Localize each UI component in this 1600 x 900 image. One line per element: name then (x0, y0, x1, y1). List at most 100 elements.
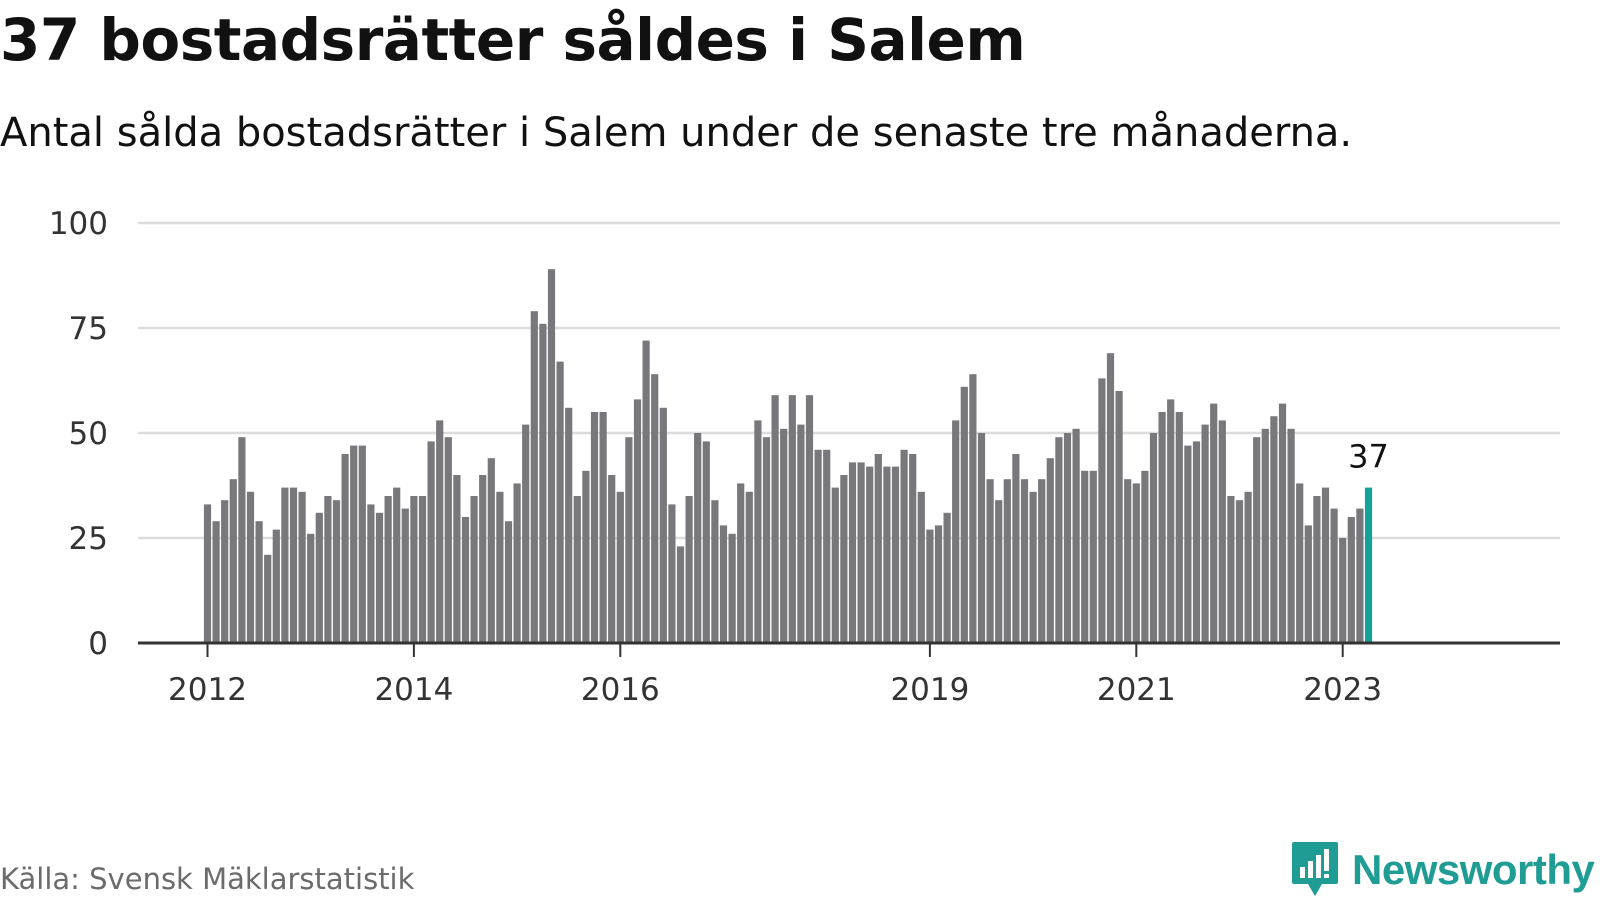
bar (1089, 470, 1097, 643)
bar (986, 479, 994, 643)
bar (436, 420, 444, 643)
bar (1270, 416, 1278, 643)
bar (1253, 437, 1261, 643)
bar (238, 437, 246, 643)
bar (1192, 441, 1201, 643)
bar (1313, 496, 1321, 643)
bar (453, 475, 461, 643)
bar (367, 504, 375, 643)
bar (702, 441, 710, 643)
bars (203, 269, 1373, 643)
bar (805, 395, 814, 643)
bar (1235, 500, 1244, 643)
y-tick-label: 100 (49, 206, 108, 242)
bar (1141, 470, 1149, 643)
bar (1356, 508, 1364, 643)
bar (599, 412, 607, 643)
bar (539, 323, 547, 643)
bar (522, 424, 530, 643)
bar (1158, 412, 1166, 643)
bar (676, 546, 685, 643)
bar (1278, 403, 1287, 643)
bar-chart-logo-icon (1292, 842, 1338, 896)
bar (1287, 428, 1295, 643)
bar-chart: 0 25 50 75 100 2012 2014 2016 2019 2021 2023 37 (49, 206, 1560, 708)
bar (797, 424, 805, 643)
bar (229, 479, 237, 643)
bar (891, 466, 900, 643)
y-tick-label: 50 (69, 416, 108, 452)
bar (1244, 491, 1252, 643)
bar (212, 521, 220, 643)
bar (530, 311, 538, 643)
bar (1149, 433, 1158, 643)
bar (1296, 483, 1304, 643)
bar-highlight (1364, 487, 1373, 643)
bar (943, 512, 951, 643)
bar (642, 340, 650, 643)
bar (668, 504, 676, 643)
bar (427, 441, 435, 643)
bar (762, 437, 771, 643)
bar (246, 491, 255, 643)
bar (281, 487, 289, 643)
bar (737, 483, 745, 643)
chart-title: 37 bostadsrätter såldes i Salem (0, 6, 1026, 74)
bar (1227, 496, 1235, 643)
bar (926, 529, 934, 643)
bar (1081, 470, 1089, 643)
bar (298, 491, 306, 643)
newsworthy-logo: Newsworthy (1290, 840, 1595, 900)
bar (289, 487, 298, 643)
bar (255, 521, 263, 643)
bar (1038, 479, 1046, 643)
y-tick-label: 75 (69, 311, 108, 347)
bar (1304, 525, 1312, 643)
bar (659, 407, 667, 643)
bar (840, 475, 848, 643)
bar (1321, 487, 1330, 643)
bar (754, 420, 762, 643)
bar (995, 500, 1003, 643)
bar (444, 437, 452, 643)
bar (1210, 403, 1218, 643)
data-labels: 37 (1348, 438, 1389, 476)
bar (633, 399, 642, 643)
bar (1175, 412, 1183, 643)
bar (341, 454, 349, 643)
bar (952, 420, 960, 643)
x-tick-label: 2014 (374, 672, 453, 708)
bar (487, 458, 495, 643)
bar (315, 512, 323, 643)
bar (479, 475, 487, 643)
bar (401, 508, 409, 643)
bar (203, 504, 212, 643)
bar (625, 437, 633, 643)
bar (470, 496, 478, 643)
bar (969, 374, 977, 643)
source-credit: Källa: Svensk Mäklarstatistik (0, 862, 415, 896)
bar (324, 496, 332, 643)
bar (1261, 428, 1269, 643)
bar (461, 517, 470, 643)
bar (900, 449, 908, 643)
bar (780, 428, 788, 643)
bar (375, 512, 384, 643)
bar (1167, 399, 1175, 643)
x-tick-label: 2021 (1097, 672, 1176, 708)
bar (264, 554, 272, 643)
bar (1046, 458, 1054, 643)
bar (332, 500, 341, 643)
bar (874, 454, 882, 643)
bar (771, 395, 779, 643)
bar (909, 454, 917, 643)
bar (728, 533, 736, 643)
bar (307, 533, 315, 643)
bar (556, 361, 564, 643)
y-tick-label: 25 (69, 521, 108, 557)
y-tick-label: 0 (88, 626, 108, 662)
bar (685, 496, 693, 643)
bar (393, 487, 401, 643)
bar (565, 407, 573, 643)
bar (1003, 479, 1011, 643)
